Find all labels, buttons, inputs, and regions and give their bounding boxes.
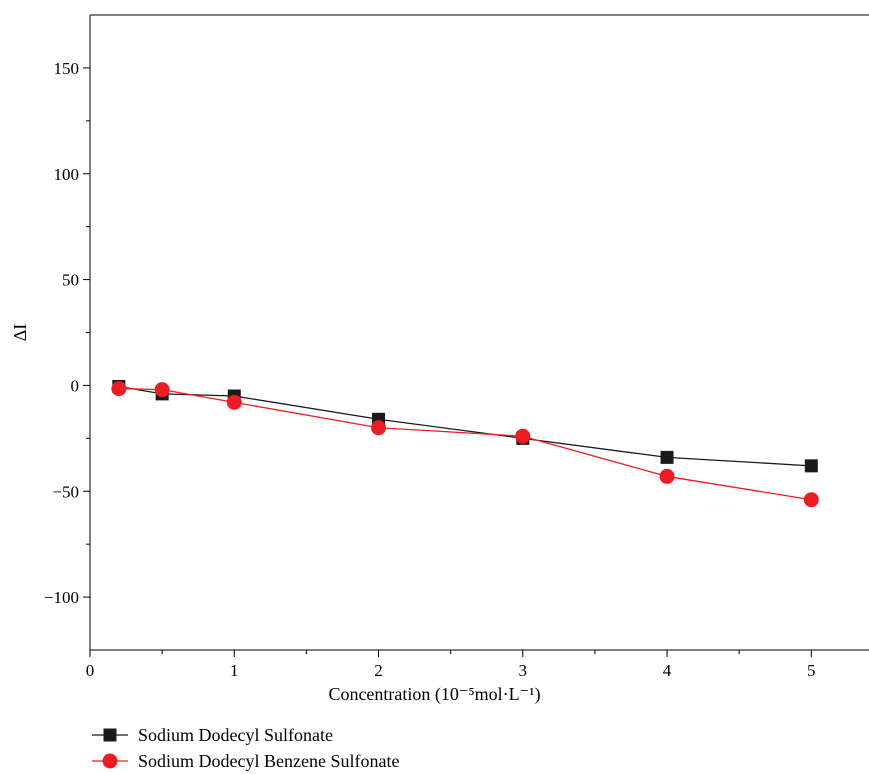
series-layer [111, 379, 819, 508]
y-tick-label: 50 [62, 271, 79, 290]
legend-label: Sodium Dodecyl Benzene Sulfonate [138, 750, 400, 771]
legend-marker-square [103, 728, 117, 742]
legend-item-series-2: Sodium Dodecyl Benzene Sulfonate [90, 748, 399, 774]
y-axis-title: ΔI [10, 324, 30, 342]
data-point-circle [371, 420, 387, 436]
y-tick-label: 100 [54, 165, 80, 184]
legend-marker-circle [102, 753, 118, 769]
y-tick-label: 150 [54, 59, 80, 78]
x-tick-label: 1 [230, 661, 239, 680]
y-tick-label: −100 [44, 588, 79, 607]
series-1 [112, 379, 818, 473]
data-point-square [804, 459, 818, 473]
data-point-circle [515, 428, 531, 444]
data-point-square [660, 450, 674, 464]
x-tick-label: 2 [374, 661, 383, 680]
legend-item-series-1: Sodium Dodecyl Sulfonate [90, 722, 399, 748]
legend-swatch-square [92, 728, 128, 742]
y-tick-label: 0 [71, 376, 80, 395]
data-point-circle [226, 394, 242, 410]
y-tick-label: −50 [52, 482, 79, 501]
legend-swatch-circle [92, 753, 128, 769]
chart: 0 1 2 3 4 5 −100 −50 0 50 100 150 Concentration (10… [10, 14, 869, 705]
data-point-circle [154, 382, 170, 398]
data-point-circle [803, 492, 819, 508]
x-tick-label: 4 [663, 661, 672, 680]
series-line [118, 385, 812, 467]
x-axis-title: Concentration (10⁻⁵mol·L⁻¹) [328, 684, 540, 705]
x-tick-label: 0 [86, 661, 95, 680]
data-point-circle [659, 468, 675, 484]
series-line [118, 387, 812, 501]
x-tick-label: 5 [807, 661, 816, 680]
legend: Sodium Dodecyl Sulfonate Sodium Dodecyl … [90, 722, 399, 774]
data-point-circle [111, 381, 127, 397]
x-tick-label: 3 [519, 661, 528, 680]
axes: 0 1 2 3 4 5 −100 −50 0 50 100 150 [44, 14, 869, 680]
series-2 [111, 381, 819, 508]
legend-label: Sodium Dodecyl Sulfonate [138, 724, 333, 745]
